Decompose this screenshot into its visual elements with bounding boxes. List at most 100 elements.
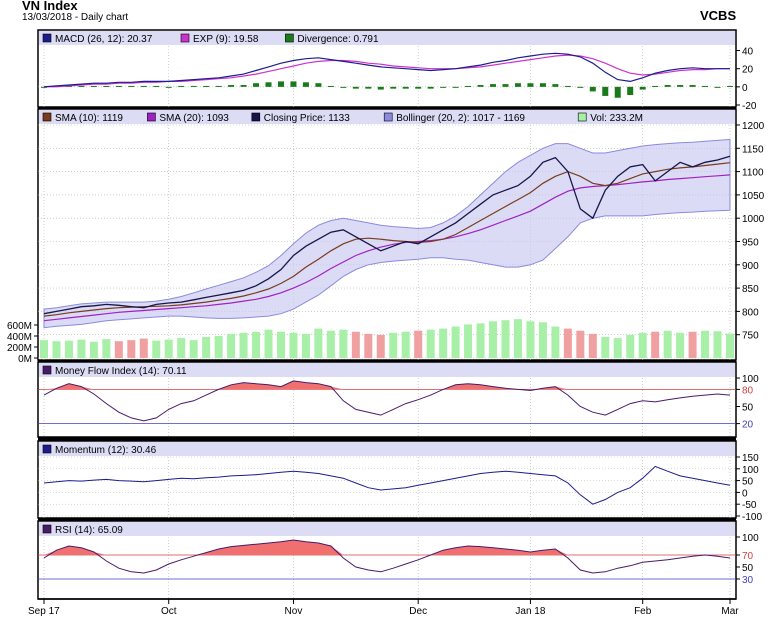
volume-bar <box>189 340 198 358</box>
volume-bar <box>252 331 261 358</box>
volume-y-tick-label: 0M <box>18 354 32 365</box>
mfi-legend-swatch <box>42 365 52 375</box>
macd-y-tick-label: 20 <box>742 65 754 76</box>
closing-price-line <box>43 155 731 315</box>
divergence-bar <box>103 85 110 87</box>
volume-bar <box>40 340 48 358</box>
divergence-bar <box>614 86 621 98</box>
momentum-legend-bar <box>39 442 735 456</box>
brand-label: VCBS <box>700 8 737 23</box>
price-legend-label: Bollinger (20, 2): 1017 - 1169 <box>396 113 525 124</box>
divergence-bar <box>714 86 721 88</box>
divergence-bar <box>427 86 434 89</box>
price-legend-swatch <box>383 112 393 122</box>
volume-bar <box>426 329 435 358</box>
volume-bar <box>276 331 285 358</box>
price-y-tick-label: 800 <box>742 307 759 318</box>
volume-bar <box>439 328 448 358</box>
mfi-y-tick-label: 80 <box>742 385 754 396</box>
divergence-bar <box>652 85 659 87</box>
volume-bar <box>202 337 211 358</box>
price-y-tick-label: 1100 <box>742 168 764 179</box>
price-legend-swatch <box>42 112 52 122</box>
volume-bar <box>339 329 348 358</box>
macd-legend-swatch <box>285 33 294 43</box>
panel-separator <box>38 437 736 441</box>
divergence-bar <box>128 85 135 87</box>
divergence-bar <box>90 85 97 87</box>
price-y-tick-label: 1050 <box>742 191 765 202</box>
x-tick-label: Dec <box>409 606 427 617</box>
rsi-y-tick-label: 30 <box>742 575 754 586</box>
divergence-bar <box>290 81 297 87</box>
volume-bar <box>613 338 622 358</box>
volume-bar <box>177 338 186 358</box>
mfi-legend-label: Money Flow Index (14): 70.11 <box>55 366 187 377</box>
divergence-bar <box>702 85 709 87</box>
volume-y-tick-label: 400M <box>7 332 32 343</box>
divergence-bar <box>552 84 559 87</box>
price-legend-swatch <box>147 112 156 122</box>
mfi-y-tick-label: 100 <box>742 374 759 385</box>
volume-bar <box>676 332 685 358</box>
divergence-bar <box>689 85 696 87</box>
divergence-bar <box>465 85 472 87</box>
macd-y-tick-label: 0 <box>742 83 748 94</box>
volume-bar <box>64 340 73 358</box>
volume-bar <box>376 334 385 358</box>
macd-legend-label: MACD (26, 12): 20.37 <box>55 34 153 45</box>
volume-bar <box>526 321 535 358</box>
volume-bar <box>588 333 597 358</box>
volume-bar <box>214 335 223 358</box>
macd-legend-swatch <box>42 33 52 43</box>
divergence-bar <box>589 86 596 92</box>
divergence-bar <box>664 85 671 87</box>
price-legend-swatch <box>577 112 587 122</box>
volume-bar <box>114 341 123 358</box>
volume-y-tick-label: 200M <box>7 343 32 354</box>
volume-bar <box>626 334 635 358</box>
volume-bar <box>713 331 722 358</box>
divergence-bar <box>140 85 147 87</box>
divergence-bar <box>639 86 646 90</box>
volume-bar <box>489 321 498 358</box>
momentum-y-tick-label: 50 <box>742 477 754 488</box>
macd-y-tick-label: 40 <box>742 47 754 58</box>
divergence-bar <box>327 85 334 87</box>
momentum-y-tick-label: 100 <box>742 465 759 476</box>
divergence-bar <box>352 86 359 89</box>
divergence-bar <box>539 83 546 87</box>
divergence-bar <box>178 85 185 87</box>
volume-bar <box>89 341 98 358</box>
price-legend-swatch <box>251 112 261 122</box>
divergence-bar <box>440 86 447 88</box>
mfi-y-tick-label: 50 <box>742 403 754 414</box>
divergence-bar <box>402 86 409 89</box>
macd-legend-swatch <box>180 33 190 43</box>
price-y-tick-label: 1200 <box>742 121 765 132</box>
x-tick-label: Nov <box>285 606 303 617</box>
x-tick-label: Sep 17 <box>28 606 60 617</box>
volume-bar <box>501 320 510 358</box>
momentum-y-tick-label: 150 <box>742 453 759 464</box>
price-y-tick-label: 1150 <box>742 144 764 155</box>
macd-legend-bar <box>39 31 735 45</box>
rsi-y-tick-label: 100 <box>742 533 759 544</box>
divergence-bar <box>490 84 497 87</box>
divergence-bar <box>564 85 571 87</box>
volume-bar <box>688 331 697 358</box>
momentum-line <box>43 465 731 505</box>
volume-bar <box>476 323 485 358</box>
volume-y-tick-label: 600M <box>7 321 32 332</box>
divergence-bar <box>240 85 247 87</box>
price-y-tick-label: 1000 <box>742 214 765 225</box>
divergence-bar <box>602 86 609 96</box>
volume-bar <box>239 332 248 358</box>
rsi-legend-label: RSI (14): 65.09 <box>55 525 123 536</box>
macd-y-tick-label: -20 <box>742 101 757 112</box>
divergence-bar <box>265 82 272 87</box>
divergence-bar <box>477 85 484 87</box>
momentum-y-tick-label: -50 <box>742 500 757 511</box>
rsi-legend-bar <box>39 522 735 536</box>
